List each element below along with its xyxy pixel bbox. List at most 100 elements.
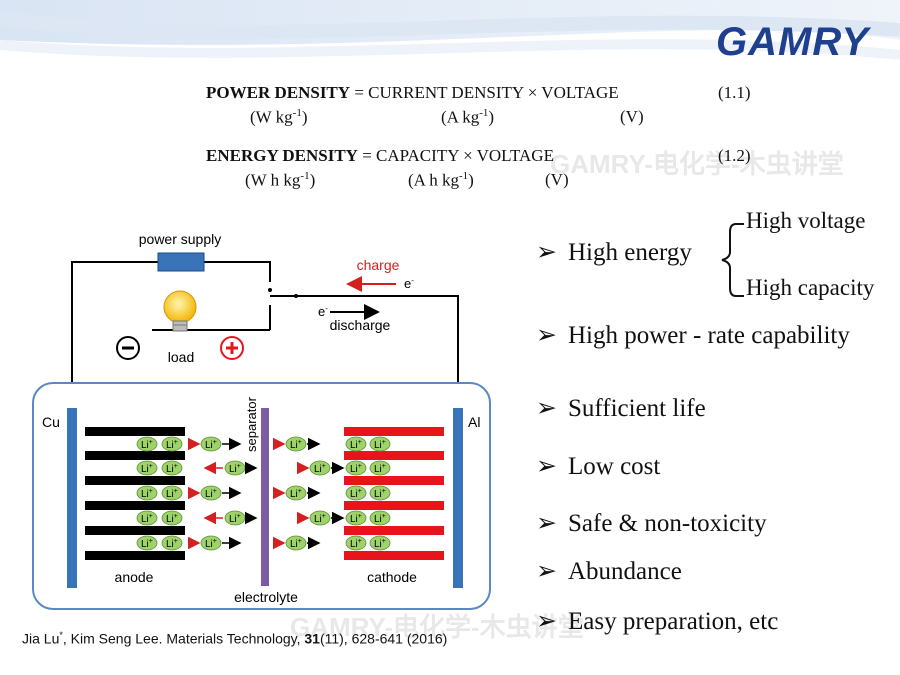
li-ion-label: Li+ [314,463,326,475]
li-ion-label: Li+ [205,538,217,550]
li-ion-label: Li+ [229,513,241,525]
unit-label: (V) [620,107,644,126]
arrow-bullet-icon: ➢ [536,608,557,635]
bullet-item: ➢ Easy preparation, etc [536,608,779,635]
equation-lhs: ENERGY DENSITY [206,146,358,165]
anode-layer [85,501,185,510]
li-ion-label: Li+ [141,463,153,475]
li-ion [136,535,158,551]
li-ion [369,460,391,476]
li-ion-label: Li+ [290,488,302,500]
cathode-layer [344,427,444,436]
watermark: GAMRY-电化学-木虫讲堂 [550,149,844,179]
anode-label: anode [115,569,154,585]
bullet-item: ➢ High power - rate capability [536,322,850,349]
citation: Jia Lu*, Kim Seng Lee. Materials Technol… [22,630,448,647]
cu-label: Cu [42,414,60,430]
anode-layer [85,551,185,560]
li-ion [285,485,307,501]
li-ion-label: Li+ [350,538,362,550]
li-ion [200,535,222,551]
equation-energy-density: ENERGY DENSITY = CAPACITY × VOLTAGE [206,146,554,166]
bullet-high-energy: ➢ High energy [536,239,692,266]
cathode-layer [344,476,444,485]
li-ion-label: Li+ [166,439,178,451]
li-ion [161,485,183,501]
cathode-layer [344,451,444,460]
li-ion [309,460,331,476]
li-ion-label: Li+ [166,538,178,550]
plus-icon [220,336,244,360]
li-ion-label: Li+ [290,538,302,550]
unit-label: (W kg-1) [250,107,308,127]
equation-rhs: = CAPACITY × VOLTAGE [362,146,554,165]
arrow-bullet-icon: ➢ [536,322,557,349]
al-collector [453,408,463,588]
anode-layer [85,451,185,460]
header-swoosh [0,0,900,60]
equation-power-density: POWER DENSITY = CURRENT DENSITY × VOLTAG… [206,83,619,103]
arrow-bullet-icon: ➢ [536,239,557,266]
gamry-logo: GAMRY [716,20,870,64]
cathode-layer [344,526,444,535]
li-ion [200,485,222,501]
li-ion-label: Li+ [229,463,241,475]
li-ion-label: Li+ [350,463,362,475]
li-ion [369,485,391,501]
anode-layer [85,476,185,485]
li-ion [345,535,367,551]
circuit-wire [269,295,459,410]
brace-icon [721,223,744,297]
li-ion-label: Li+ [141,439,153,451]
arrow-bullet-icon: ➢ [536,395,557,422]
li-ion [345,485,367,501]
anode-layer [85,427,185,436]
unit-label: (V) [545,170,569,189]
li-ion [161,510,183,526]
li-ion-label: Li+ [141,538,153,550]
bullet-item: ➢ Low cost [536,453,661,480]
li-ion [161,460,183,476]
li-ion-label: Li+ [350,439,362,451]
li-ion [285,436,307,452]
bullet-item: ➢ Abundance [536,558,682,585]
cu-collector [67,408,77,588]
li-ion [369,436,391,452]
li-ion-label: Li+ [290,439,302,451]
li-ion [136,460,158,476]
li-ion [161,436,183,452]
equation-rhs: = CURRENT DENSITY × VOLTAGE [354,83,619,102]
minus-icon [116,336,140,360]
charge-label: charge [357,257,400,273]
li-ion-label: Li+ [141,513,153,525]
arrow-bullet-icon: ➢ [536,510,557,537]
discharge-label: discharge [330,317,391,333]
li-ion-label: Li+ [374,538,386,550]
li-ion [309,510,331,526]
circuit-wire [71,261,271,410]
equation-number: (1.1) [718,83,751,102]
separator [261,408,269,586]
li-ion-label: Li+ [166,463,178,475]
sub-high-capacity: High capacity [746,275,875,300]
li-ion [161,535,183,551]
li-ion-label: Li+ [141,488,153,500]
bullet-item: ➢ Safe & non-toxicity [536,510,767,537]
equation-number: (1.2) [718,146,751,165]
cathode-layer [344,551,444,560]
power-supply-label: power supply [139,231,222,247]
unit-label: (A kg-1) [441,107,495,127]
cathode-label: cathode [367,569,417,585]
li-ion [369,510,391,526]
li-ion-label: Li+ [350,488,362,500]
li-ion [136,436,158,452]
li-ion-label: Li+ [166,488,178,500]
arrow-bullet-icon: ➢ [536,453,557,480]
al-label: Al [468,414,480,430]
li-ion-label: Li+ [205,439,217,451]
load-label: load [168,349,194,365]
li-ion-label: Li+ [374,439,386,451]
li-ion [345,510,367,526]
li-ion [345,436,367,452]
